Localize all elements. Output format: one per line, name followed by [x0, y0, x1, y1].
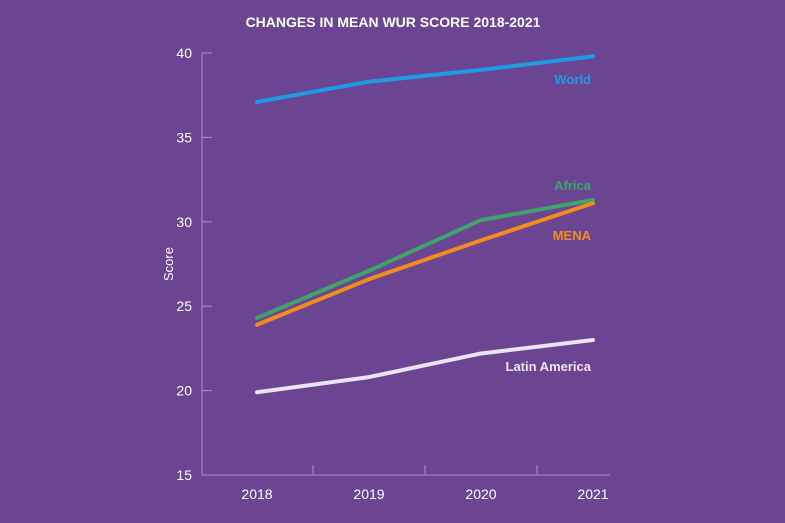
y-tick-label: 15	[176, 467, 192, 483]
y-tick-label: 30	[176, 214, 192, 230]
x-tick-label: 2020	[465, 486, 496, 502]
y-tick-label: 25	[176, 298, 192, 314]
series-line-latin-america	[255, 337, 595, 395]
x-tick-label: 2019	[353, 486, 384, 502]
series-line-world	[255, 54, 595, 104]
y-tick-label: 35	[176, 129, 192, 145]
series-label: Africa	[554, 178, 592, 193]
x-tick-label: 2021	[577, 486, 608, 502]
chart-title: CHANGES IN MEAN WUR SCORE 2018-2021	[246, 14, 541, 30]
series-line-mena	[255, 201, 595, 327]
series-label: MENA	[553, 228, 592, 243]
y-tick-label: 20	[176, 383, 192, 399]
series-label: Latin America	[506, 359, 592, 374]
y-axis-label: Score	[161, 247, 176, 281]
y-tick-label: 40	[176, 45, 192, 61]
x-tick-label: 2018	[241, 486, 272, 502]
series-line-africa	[255, 197, 595, 321]
series-label: World	[554, 72, 591, 87]
